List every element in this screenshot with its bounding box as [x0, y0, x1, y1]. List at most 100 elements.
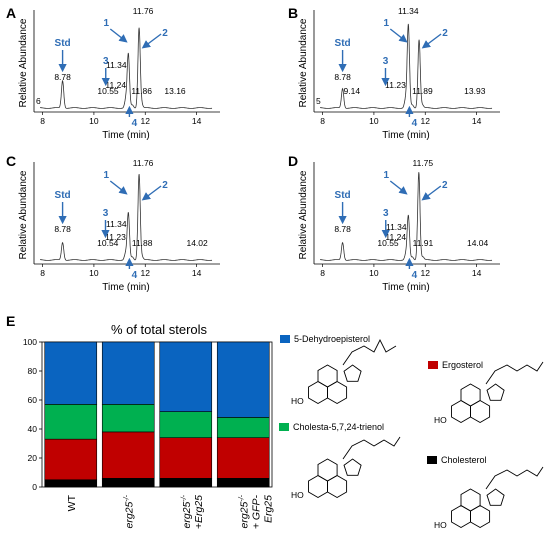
- legend-label-5-dehydroepisterol: 5-Dehydroepisterol: [294, 334, 370, 344]
- bar-chart-title: % of total sterols: [111, 322, 208, 337]
- bar-segment-5-dehydroepisterol-3: [216, 341, 270, 418]
- peak-label: 14.04: [467, 238, 489, 248]
- chromatogram-trace: [320, 172, 493, 261]
- peak-label: 11.86: [131, 86, 152, 96]
- y-axis-label: Relative Abundance: [18, 170, 29, 259]
- side-chain: [342, 338, 397, 366]
- bar-category-text: erg25: [123, 501, 135, 528]
- bar-segment-ergosterol-3: [216, 437, 270, 479]
- bar-segment-cholesta-5-7-24-trienol-2: [159, 411, 213, 439]
- bar-segment-cholesterol-3: [216, 477, 270, 488]
- peak-marker-2: 2: [442, 28, 448, 39]
- bar-y-tick-label: 40: [28, 424, 38, 434]
- ring-d: [486, 383, 505, 401]
- bar-category-text: +Erg25: [193, 495, 205, 529]
- bar-segment-ergosterol-0: [44, 438, 98, 481]
- y-axis-label: Relative Abundance: [298, 170, 309, 259]
- bar-category-labels: WT erg25-/-erg25-/- +Erg25 erg25-/- + GFP-Er…: [66, 494, 275, 529]
- peak-marker-2: 2: [442, 180, 448, 191]
- side-chain: [485, 361, 544, 385]
- peak-label: 11.23: [105, 232, 126, 242]
- ring-a: [308, 380, 328, 405]
- peak-label: 11.34: [386, 222, 407, 232]
- bar-segment-ergosterol-1: [101, 431, 155, 479]
- x-tick-label: 8: [40, 268, 45, 278]
- peak-marker-4: 4: [412, 270, 418, 281]
- structure-5-dehydroepisterol: HO: [291, 338, 397, 406]
- chromatogram-trace: [40, 27, 213, 109]
- x-tick-label: 12: [141, 268, 151, 278]
- structure-cholesterol: HO: [434, 466, 544, 530]
- legend-label-cholesta-trienol: Cholesta-5,7,24-trienol: [293, 422, 384, 432]
- bar-segment-cholesta-5-7-24-trienol-0: [44, 404, 98, 440]
- peak-label: 11.23: [385, 80, 406, 90]
- chromatogram-trace: [40, 173, 213, 261]
- bar-category-text: -/-: [123, 494, 130, 501]
- x-axis-label: Time (min): [382, 282, 429, 293]
- peak-marker-std: Std: [55, 190, 71, 201]
- x-tick-label: 14: [472, 268, 482, 278]
- peak-label: 10.54: [97, 238, 119, 248]
- sterol-legend: 5-Dehydroepisterol Ergosterol Cholesta-5…: [279, 334, 487, 465]
- x-tick-label: 8: [40, 116, 45, 126]
- peak-marker-3: 3: [383, 208, 389, 219]
- peak-label: 8.78: [54, 224, 71, 234]
- peak-arrow: [421, 33, 442, 49]
- bar-category-text: erg25: [238, 501, 250, 528]
- bar-category-label-2: erg25-/- +Erg25: [181, 494, 205, 529]
- bar-segment-ergosterol-2: [159, 437, 213, 479]
- legend-swatch-cholesta-trienol: [279, 423, 289, 431]
- x-axis-label: Time (min): [382, 130, 429, 141]
- peak-label: 11.75: [413, 158, 434, 168]
- ring-c: [460, 488, 481, 512]
- side-chain: [342, 436, 401, 460]
- x-tick-label: 8: [320, 268, 325, 278]
- bar-category-text: -/-: [181, 494, 188, 501]
- peak-label: 11.34: [106, 219, 127, 229]
- bar-y-tick-label: 80: [28, 366, 38, 376]
- hydroxyl-label: HO: [291, 490, 304, 500]
- peak-label: 11.24: [105, 80, 126, 90]
- legend-swatch-ergosterol: [428, 361, 438, 369]
- x-tick-label: 12: [141, 116, 151, 126]
- bar-segment-cholesta-5-7-24-trienol-3: [216, 417, 270, 438]
- x-axis-label: Time (min): [102, 130, 149, 141]
- legend-swatch-cholesterol: [427, 456, 437, 464]
- peak-arrow: [389, 180, 408, 195]
- peak-label: 11.34: [398, 6, 419, 16]
- peak-arrow: [109, 28, 128, 43]
- x-tick-label: 12: [421, 116, 431, 126]
- x-tick-label: 12: [421, 268, 431, 278]
- panel-letter-d: D: [288, 153, 298, 169]
- bar-category-text: + GFP-: [250, 495, 262, 530]
- bar-series: [44, 341, 270, 488]
- y-axis-label: Relative Abundance: [18, 18, 29, 107]
- peak-marker-2: 2: [162, 180, 168, 191]
- structure-cholesta-trienol: HO: [291, 436, 401, 500]
- legend-swatch-5-dehydroepisterol: [280, 335, 290, 343]
- peak-arrow: [141, 185, 162, 201]
- peak-label: 10.55: [97, 86, 119, 96]
- bar-category-text: WT: [66, 494, 78, 511]
- peak-arrow: [389, 28, 408, 43]
- peak-label: 13.16: [164, 86, 186, 96]
- ring-a: [308, 474, 328, 499]
- bar-y-tick-label: 100: [23, 337, 37, 347]
- bar-segment-cholesterol-1: [101, 477, 155, 488]
- peak-arrow: [109, 180, 128, 195]
- peak-label: 11.76: [133, 158, 154, 168]
- peak-label: 11.91: [413, 238, 434, 248]
- peak-label: 8.78: [54, 72, 71, 82]
- legend-label-cholesterol: Cholesterol: [441, 455, 487, 465]
- x-tick-label: 14: [192, 116, 202, 126]
- structure-ergosterol: HO: [434, 361, 544, 425]
- bar-chart-frame: [41, 341, 273, 488]
- x-tick-label: 8: [320, 116, 325, 126]
- sterol-bar-chart: E % of total sterols 0 20 40 60 80 100 WT erg2…: [6, 313, 274, 529]
- bar-y-axis: 0 20 40 60 80 100: [23, 337, 42, 492]
- peak-label: 8.78: [334, 224, 351, 234]
